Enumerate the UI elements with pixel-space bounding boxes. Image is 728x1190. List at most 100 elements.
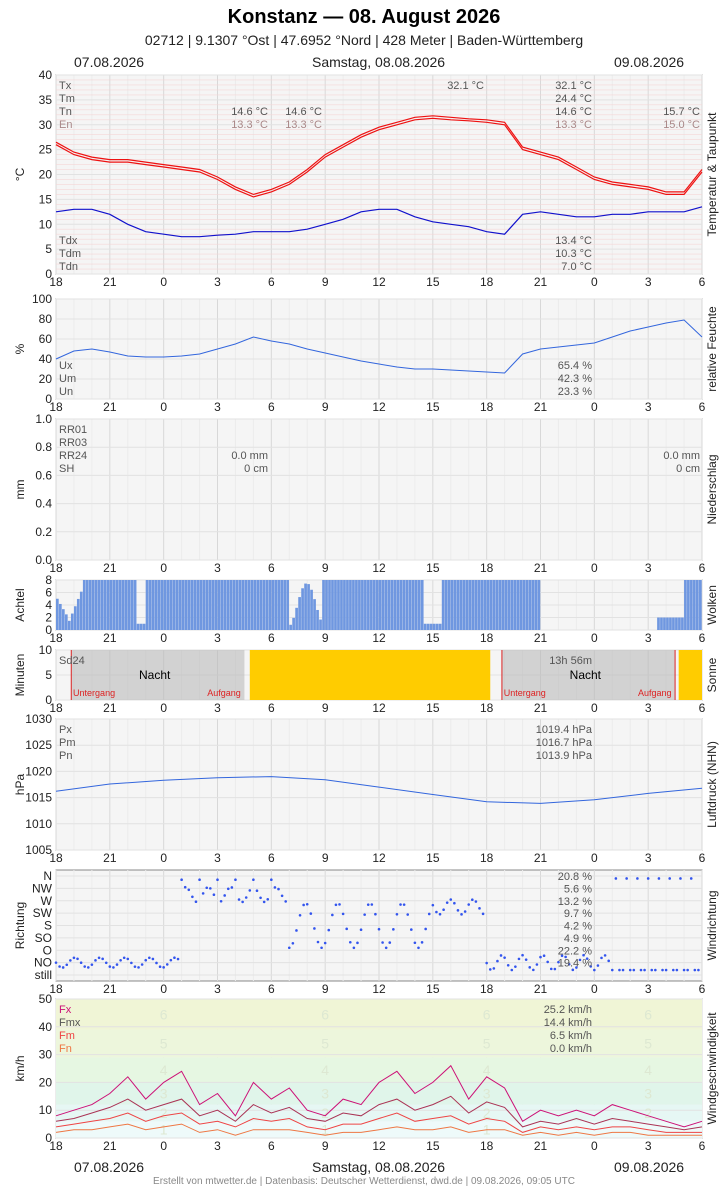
direction-label: NW	[32, 881, 53, 895]
panel-0-ytick: 40	[39, 68, 53, 82]
legend-pn: Pn	[59, 750, 72, 762]
x-tick-label: 12	[372, 982, 386, 996]
series-fx	[55, 1064, 703, 1128]
wind-dir-point	[582, 953, 585, 957]
x-tick-label: 9	[322, 851, 329, 865]
cloud-bar	[328, 580, 331, 630]
beaufort-label: 2	[644, 1105, 652, 1121]
wind-dir-point	[388, 941, 392, 944]
beaufort-label: 1	[160, 1122, 168, 1138]
cloud-bar	[474, 580, 478, 630]
wind-dir-point	[252, 878, 255, 882]
legend-pm: Pm	[59, 737, 76, 749]
beaufort-label: 6	[483, 1006, 491, 1022]
x-tick-label: 6	[268, 275, 275, 289]
panel-1-ytick: 0	[45, 392, 52, 406]
night-region	[71, 650, 245, 700]
annot-tn-day2: 14.6 °C	[555, 106, 592, 118]
wind-dir-point	[97, 956, 101, 960]
cloud-bar	[364, 580, 367, 630]
x-tick-label: 0	[591, 275, 598, 289]
cloud-bar	[295, 607, 298, 630]
cloud-bar	[657, 617, 660, 630]
annot-peak: 32.1 °C	[447, 80, 484, 92]
cloud-bar	[528, 580, 532, 630]
wind-dir-point	[410, 928, 413, 931]
x-tick-label: 15	[426, 851, 440, 865]
cloud-bar	[277, 580, 281, 630]
wind-dir-point	[72, 956, 76, 960]
annot-tx-day2: 32.1 °C	[555, 80, 592, 92]
x-tick-label: 3	[214, 851, 221, 865]
wind-dir-point	[488, 968, 492, 971]
wind-dir-point	[514, 965, 517, 968]
cloud-bar	[229, 580, 233, 630]
direction-label: NO	[34, 956, 52, 970]
cloud-bar	[450, 580, 454, 630]
cloud-bar	[504, 580, 508, 630]
wind-dir-point	[478, 907, 481, 910]
cloud-bar	[426, 623, 430, 630]
cloud-bar	[202, 580, 206, 630]
wind-dir-point	[381, 941, 384, 944]
annot-rr24-day1: 0.0 mm	[231, 450, 268, 462]
series-tm	[55, 117, 703, 198]
wind-dir-point	[148, 956, 151, 960]
wind-dir-point	[348, 940, 352, 944]
direction-label: W	[41, 894, 53, 908]
cloud-bar	[331, 580, 334, 630]
cloud-bar	[145, 580, 149, 630]
cloud-bar	[666, 617, 669, 630]
wind-dir-point	[417, 946, 420, 950]
wind-dir-point	[471, 898, 474, 902]
wind-dir-point	[169, 958, 173, 962]
x-tick-label: 21	[103, 851, 117, 865]
wind-dir-point	[262, 900, 266, 904]
wind-dir-point	[130, 961, 133, 965]
panel-1-ytick: 20	[39, 372, 53, 386]
cloud-bar	[684, 580, 687, 630]
wind-dir-point	[510, 968, 514, 972]
cloud-bar	[660, 617, 663, 630]
direction-pct: 19.4 %	[558, 958, 592, 970]
x-tick-label: 3	[214, 1139, 221, 1153]
x-tick-label: 18	[49, 701, 63, 715]
wind-dir-point	[273, 886, 277, 889]
legend-tx: Tx	[59, 80, 72, 92]
x-tick-label: 21	[534, 561, 548, 575]
cloud-bar	[693, 580, 696, 630]
panel-5-ytick: 1025	[25, 738, 52, 752]
cloud-bar	[681, 617, 684, 630]
cloud-bar	[58, 603, 62, 630]
beaufort-label: 4	[321, 1062, 329, 1078]
legend-tdm: Tdm	[59, 248, 81, 260]
panel-0-ytick: 0	[45, 267, 52, 281]
annot-un: 23.3 %	[558, 386, 592, 398]
cloud-bar	[253, 580, 257, 630]
cloud-bar	[367, 580, 370, 630]
panel-3-ytick: 0	[45, 623, 52, 637]
wind-dir-point	[557, 960, 560, 964]
wind-dir-point	[327, 928, 331, 932]
wind-dir-point	[539, 955, 542, 959]
cloud-bar	[393, 580, 397, 630]
cloud-bar	[414, 580, 418, 630]
cloud-bar	[103, 580, 107, 630]
wind-dir-point	[467, 903, 471, 906]
panel-5-ytick: 1030	[25, 712, 52, 726]
panel-3-side-label: Wolken	[705, 585, 719, 625]
cloud-bar	[370, 580, 373, 630]
cloud-bar	[304, 583, 307, 630]
cloud-bar	[678, 617, 681, 630]
wind-dir-point	[320, 946, 323, 950]
cloud-bar	[232, 580, 236, 630]
wind-dir-point	[625, 877, 628, 880]
cloud-bar	[88, 580, 92, 630]
wind-dir-point	[610, 968, 614, 972]
cloud-bar	[241, 580, 245, 630]
wind-dir-point	[603, 954, 607, 957]
annot-tn-day3: 15.7 °C	[663, 106, 700, 118]
cloud-bar	[438, 623, 442, 630]
cloud-bar	[166, 580, 170, 630]
x-tick-label: 12	[372, 561, 386, 575]
